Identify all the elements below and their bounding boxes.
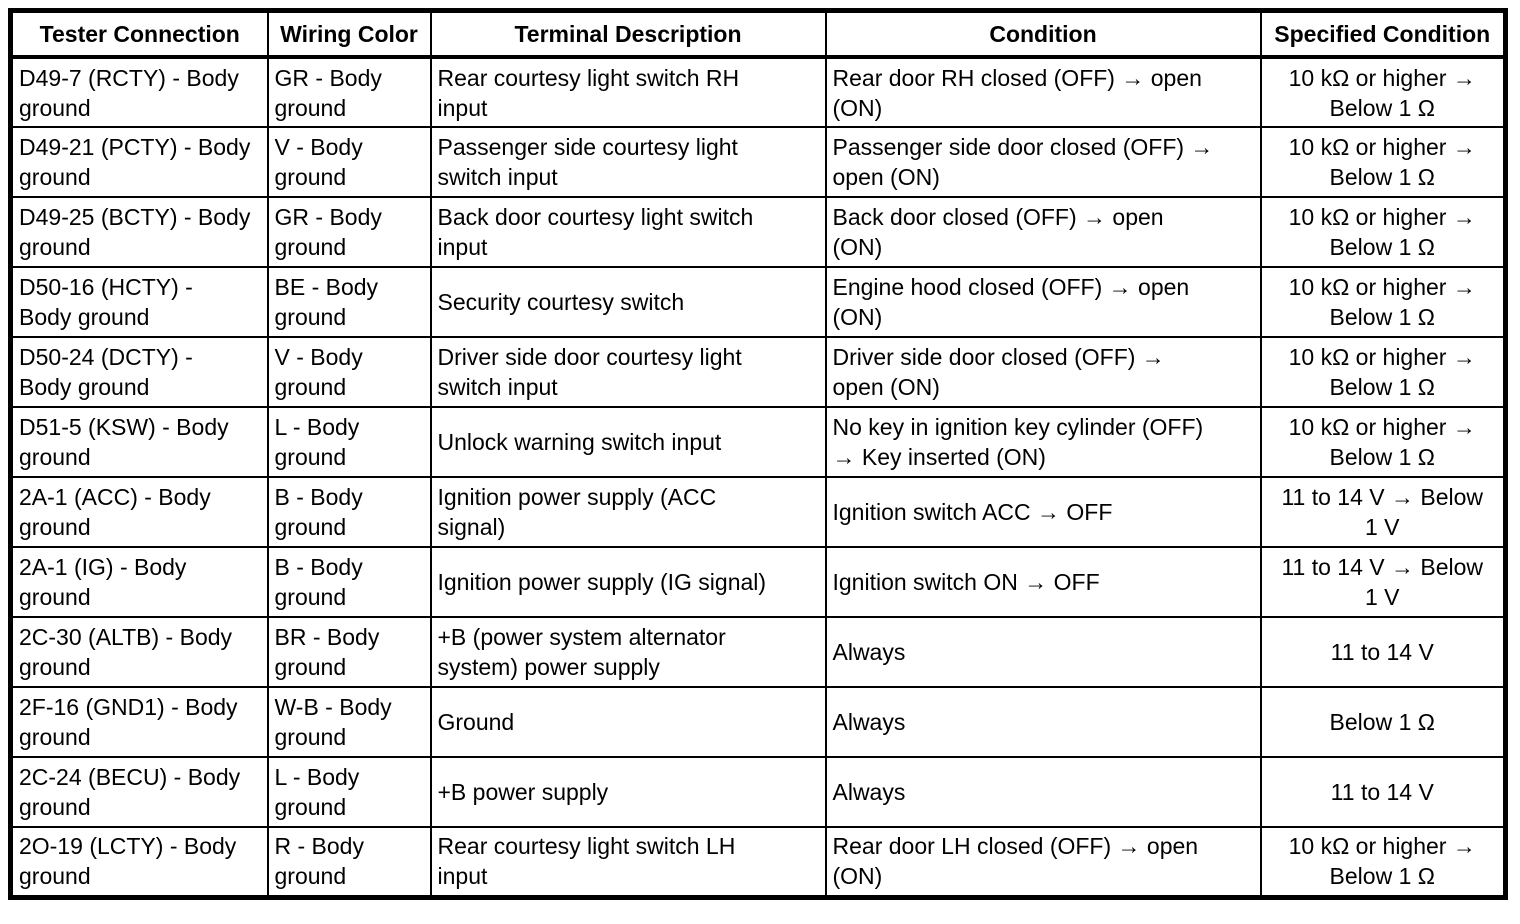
cell-specified-condition: 10 kΩ or higher → Below 1 Ω — [1259, 406, 1507, 478]
cell-terminal-description: Rear courtesy light switch LH input — [429, 826, 827, 898]
cell-wiring-color: L - Body ground — [266, 406, 432, 478]
table-row: D49-7 (RCTY) - Body ground GR - Body grou… — [9, 56, 1507, 128]
cell-condition: No key in ignition key cylinder (OFF) → … — [824, 406, 1262, 478]
cell-specified-condition: 10 kΩ or higher → Below 1 Ω — [1259, 826, 1507, 898]
cell-tester-connection: D51-5 (KSW) - Body ground — [9, 406, 269, 478]
table-row: 2C-30 (ALTB) - Body ground BR - Body grou… — [9, 616, 1507, 688]
terminal-inspection-table: Tester Connection Wiring Color Terminal … — [8, 8, 1508, 900]
cell-specified-condition: 10 kΩ or higher → Below 1 Ω — [1259, 336, 1507, 408]
cell-condition: Always — [824, 686, 1262, 758]
table-row: 2F-16 (GND1) - Body ground W-B - Body gro… — [9, 686, 1507, 758]
cell-wiring-color: B - Body ground — [266, 546, 432, 618]
table-header: Tester Connection Wiring Color Terminal … — [9, 9, 1507, 59]
header-terminal-description: Terminal Description — [429, 9, 827, 59]
cell-wiring-color: L - Body ground — [266, 756, 432, 828]
table-row: 2C-24 (BECU) - Body ground L - Body groun… — [9, 756, 1507, 828]
table-row: 2A-1 (ACC) - Body ground B - Body ground I… — [9, 476, 1507, 548]
cell-terminal-description: Unlock warning switch input — [429, 406, 827, 478]
cell-specified-condition: 11 to 14 V — [1259, 616, 1507, 688]
table-row: D50-24 (DCTY) - Body ground V - Body grou… — [9, 336, 1507, 408]
cell-specified-condition: 11 to 14 V — [1259, 756, 1507, 828]
cell-tester-connection: D49-25 (BCTY) - Body ground — [9, 196, 269, 268]
cell-terminal-description: Driver side door courtesy light switch i… — [429, 336, 827, 408]
cell-tester-connection: D50-24 (DCTY) - Body ground — [9, 336, 269, 408]
cell-specified-condition: 10 kΩ or higher → Below 1 Ω — [1259, 266, 1507, 338]
cell-wiring-color: V - Body ground — [266, 126, 432, 198]
cell-wiring-color: GR - Body ground — [266, 196, 432, 268]
cell-tester-connection: D49-21 (PCTY) - Body ground — [9, 126, 269, 198]
cell-condition: Ignition switch ON → OFF — [824, 546, 1262, 618]
header-condition: Condition — [824, 9, 1262, 59]
cell-tester-connection: D49-7 (RCTY) - Body ground — [9, 56, 269, 128]
header-specified-condition: Specified Condition — [1259, 9, 1507, 59]
header-tester-connection: Tester Connection — [9, 9, 269, 59]
table-row: 2O-19 (LCTY) - Body ground R - Body groun… — [9, 826, 1507, 898]
table-row: 2A-1 (IG) - Body ground B - Body ground Ig… — [9, 546, 1507, 618]
cell-tester-connection: 2A-1 (IG) - Body ground — [9, 546, 269, 618]
cell-specified-condition: 11 to 14 V → Below 1 V — [1259, 546, 1507, 618]
cell-terminal-description: Ignition power supply (ACC signal) — [429, 476, 827, 548]
cell-wiring-color: BR - Body ground — [266, 616, 432, 688]
cell-terminal-description: +B power supply — [429, 756, 827, 828]
cell-tester-connection: 2C-24 (BECU) - Body ground — [9, 756, 269, 828]
cell-wiring-color: R - Body ground — [266, 826, 432, 898]
cell-terminal-description: Passenger side courtesy light switch inp… — [429, 126, 827, 198]
cell-specified-condition: 10 kΩ or higher → Below 1 Ω — [1259, 56, 1507, 128]
cell-tester-connection: 2C-30 (ALTB) - Body ground — [9, 616, 269, 688]
header-row: Tester Connection Wiring Color Terminal … — [9, 9, 1507, 59]
cell-condition: Engine hood closed (OFF) → open (ON) — [824, 266, 1262, 338]
cell-tester-connection: 2O-19 (LCTY) - Body ground — [9, 826, 269, 898]
cell-terminal-description: Ground — [429, 686, 827, 758]
cell-wiring-color: V - Body ground — [266, 336, 432, 408]
table-row: D50-16 (HCTY) - Body ground BE - Body gro… — [9, 266, 1507, 338]
cell-wiring-color: B - Body ground — [266, 476, 432, 548]
cell-condition: Rear door RH closed (OFF) → open (ON) — [824, 56, 1262, 128]
cell-terminal-description: +B (power system alternator system) powe… — [429, 616, 827, 688]
cell-wiring-color: BE - Body ground — [266, 266, 432, 338]
cell-terminal-description: Back door courtesy light switch input — [429, 196, 827, 268]
cell-tester-connection: 2A-1 (ACC) - Body ground — [9, 476, 269, 548]
cell-tester-connection: D50-16 (HCTY) - Body ground — [9, 266, 269, 338]
cell-condition: Driver side door closed (OFF) → open (ON… — [824, 336, 1262, 408]
cell-tester-connection: 2F-16 (GND1) - Body ground — [9, 686, 269, 758]
cell-condition: Always — [824, 616, 1262, 688]
table-row: D49-25 (BCTY) - Body ground GR - Body gro… — [9, 196, 1507, 268]
cell-condition: Rear door LH closed (OFF) → open (ON) — [824, 826, 1262, 898]
cell-terminal-description: Rear courtesy light switch RH input — [429, 56, 827, 128]
cell-specified-condition: 11 to 14 V → Below 1 V — [1259, 476, 1507, 548]
cell-specified-condition: 10 kΩ or higher → Below 1 Ω — [1259, 196, 1507, 268]
cell-wiring-color: W-B - Body ground — [266, 686, 432, 758]
cell-condition: Passenger side door closed (OFF) → open … — [824, 126, 1262, 198]
cell-terminal-description: Ignition power supply (IG signal) — [429, 546, 827, 618]
cell-condition: Always — [824, 756, 1262, 828]
cell-condition: Back door closed (OFF) → open (ON) — [824, 196, 1262, 268]
table-row: D51-5 (KSW) - Body ground L - Body ground… — [9, 406, 1507, 478]
cell-specified-condition: Below 1 Ω — [1259, 686, 1507, 758]
table-row: D49-21 (PCTY) - Body ground V - Body grou… — [9, 126, 1507, 198]
table-body: D49-7 (RCTY) - Body ground GR - Body grou… — [9, 56, 1507, 898]
cell-specified-condition: 10 kΩ or higher → Below 1 Ω — [1259, 126, 1507, 198]
cell-terminal-description: Security courtesy switch — [429, 266, 827, 338]
cell-wiring-color: GR - Body ground — [266, 56, 432, 128]
cell-condition: Ignition switch ACC → OFF — [824, 476, 1262, 548]
header-wiring-color: Wiring Color — [266, 9, 432, 59]
